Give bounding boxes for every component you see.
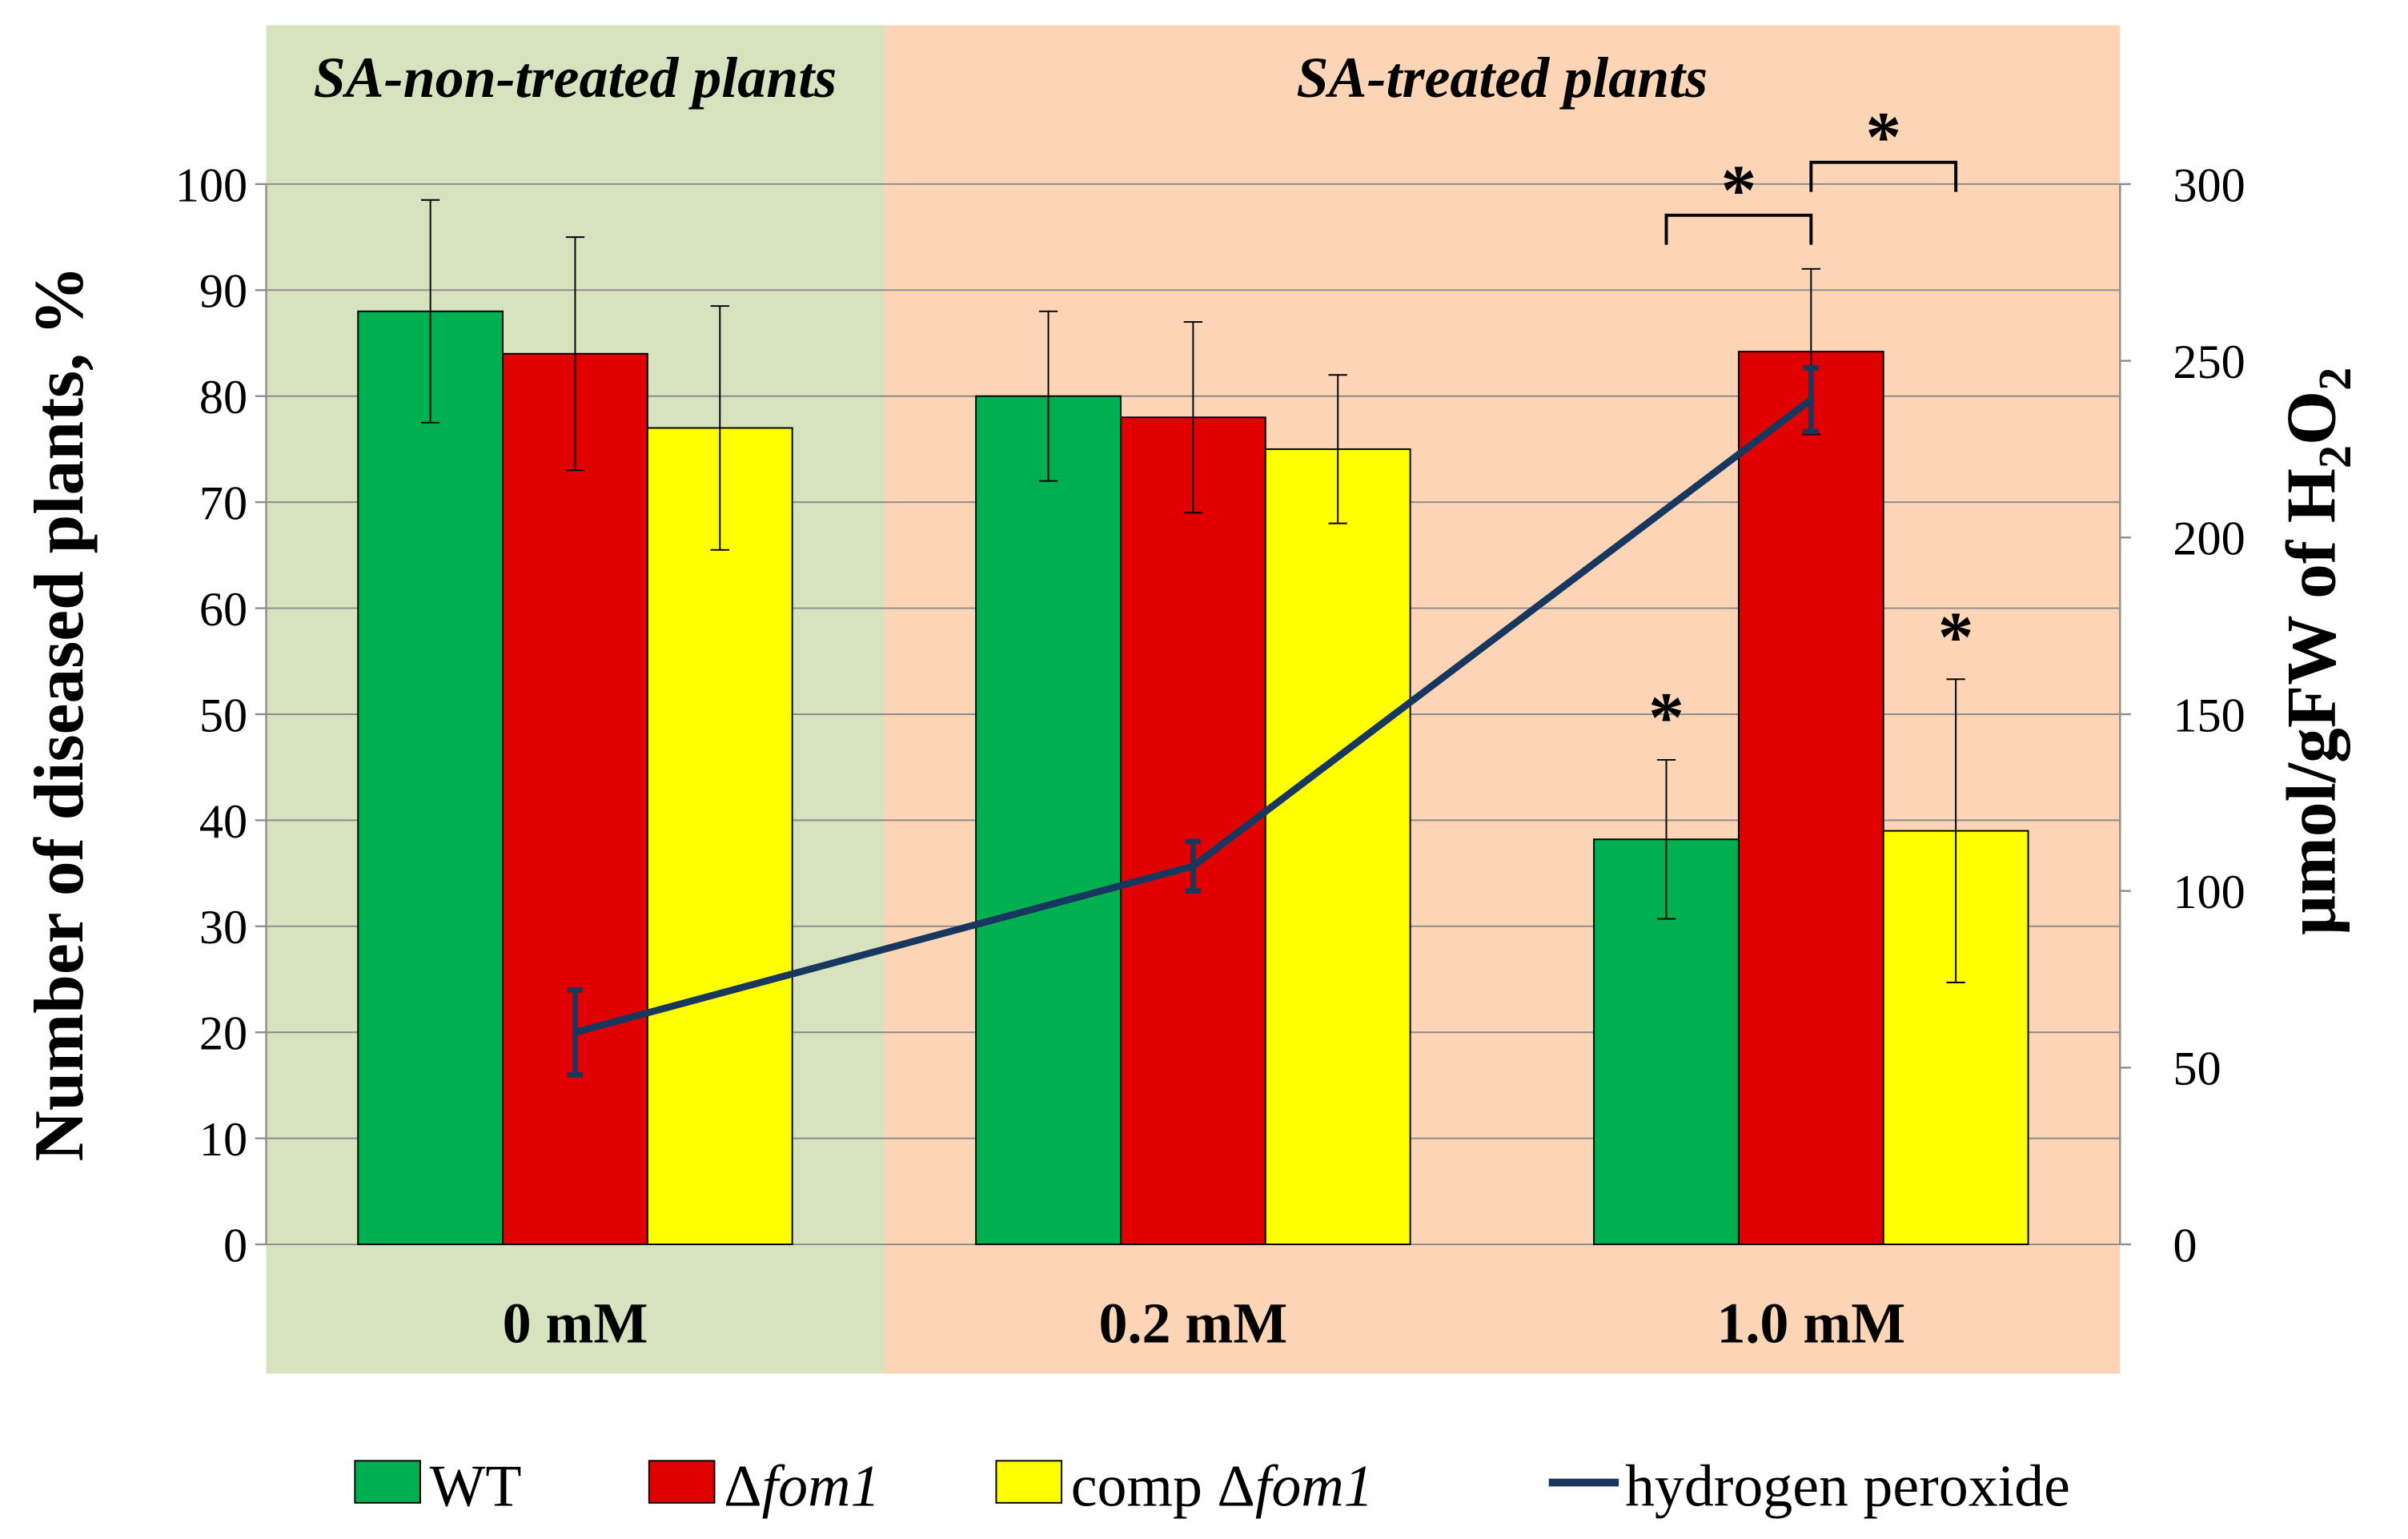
y2-tick-label-6: 300	[2173, 159, 2245, 212]
region-1-title: SA-non-treated plants	[314, 46, 837, 110]
error-bar-1-1	[420, 199, 440, 424]
significance-bracket-2: *	[1809, 98, 1958, 192]
y-tick-label-3: 30	[199, 901, 247, 954]
y-tick-label-5: 50	[199, 689, 247, 742]
bars	[357, 199, 2029, 1246]
line-series-hydrogen-peroxide	[567, 365, 1820, 1078]
legend-label-3: comp Δfom1	[1071, 1453, 1374, 1519]
legend-label-4: hydrogen peroxide	[1625, 1453, 2070, 1519]
bar-3-1	[646, 427, 793, 1246]
legend-label-1: WT	[430, 1453, 522, 1519]
legend-item-1: WT	[354, 1453, 522, 1519]
y-tick-label-9: 90	[199, 265, 247, 319]
region-2-title: SA-treated plants	[1297, 46, 1708, 110]
category-label-1: 0 mM	[503, 1292, 648, 1356]
category-label-3: 1.0 mM	[1716, 1292, 1905, 1356]
error-bar-3-3	[1946, 678, 1965, 983]
bar-2-1	[502, 352, 648, 1246]
h2o2-point-3	[1808, 396, 1815, 404]
error-bar-1-3	[1656, 758, 1676, 920]
significance-bracket-1: *	[1664, 151, 1813, 245]
error-bar-1-2	[1038, 310, 1058, 482]
y-tick-label-0: 0	[223, 1219, 247, 1272]
bar-1-2	[975, 395, 1122, 1246]
h2o2-point-2	[1190, 862, 1197, 870]
y-tick-label-1: 10	[199, 1113, 247, 1167]
y2-tick-label-4: 200	[2173, 512, 2245, 566]
y-tick-label-8: 80	[199, 371, 247, 424]
y2-tick-label-5: 250	[2173, 336, 2245, 389]
significance-bracket-star-1: *	[1721, 151, 1757, 230]
y2-tick-label-1: 50	[2173, 1043, 2221, 1096]
bar-2-3	[1737, 351, 1884, 1246]
y-tick-label-6: 60	[199, 583, 247, 637]
legend-label-2: Δfom1	[724, 1453, 880, 1519]
y-tick-label-10: 100	[175, 159, 247, 212]
x-axis-categories: 0 mM 0.2 mM 1.0 mM	[503, 1292, 1906, 1356]
legend: WT Δfom1 comp Δfom1 hydrogen peroxide	[354, 1453, 2070, 1519]
y-tick-label-7: 70	[199, 477, 247, 531]
y2-tick-label-0: 0	[2173, 1219, 2197, 1272]
legend-swatch-2	[648, 1460, 716, 1504]
legend-swatch-1	[354, 1460, 421, 1504]
y-tick-label-4: 40	[199, 795, 247, 849]
y2-tick-label-3: 150	[2173, 689, 2245, 742]
category-label-2: 0.2 mM	[1099, 1292, 1288, 1356]
significance-star-2: *	[1938, 597, 1974, 677]
error-bar-2-2	[1183, 321, 1203, 514]
legend-item-3: comp Δfom1	[995, 1453, 1374, 1519]
y-tick-label-2: 20	[199, 1007, 247, 1061]
legend-item-4: hydrogen peroxide	[1548, 1453, 2070, 1519]
y-axis-left-ticks: 0 10 20 30 40 50 60 70 80 90 100	[175, 159, 267, 1272]
y-axis-left-title: Number of diseased plants, %	[20, 266, 98, 1162]
error-bar-3-2	[1328, 374, 1347, 524]
y-axis-right-ticks: 0 50 100 150 200 250 300	[2120, 159, 2245, 1272]
legend-swatch-3	[995, 1460, 1063, 1504]
bar-1-1	[357, 310, 504, 1246]
significance-markers: * * * *	[1648, 98, 1973, 757]
significance-bracket-star-2: *	[1865, 98, 1901, 177]
y-axis-right-title: μmol/gFW of H2O2	[2273, 368, 2361, 935]
h2o2-point-1	[572, 1029, 579, 1036]
bar-3-2	[1264, 448, 1411, 1246]
legend-item-2: Δfom1	[648, 1453, 880, 1519]
error-bar-3-1	[710, 305, 729, 551]
error-bar-2-1	[565, 236, 585, 472]
y2-tick-label-2: 100	[2173, 866, 2245, 919]
significance-star-1: *	[1648, 678, 1684, 757]
